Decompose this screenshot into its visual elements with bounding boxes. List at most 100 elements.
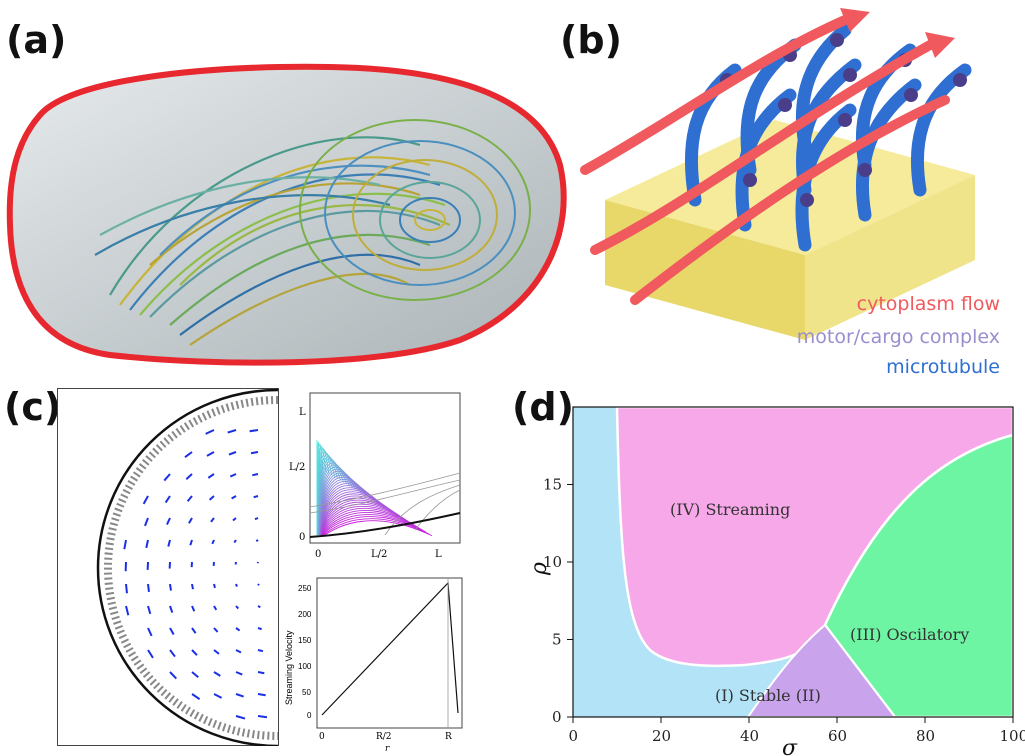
y-axis-label: ρ [527,562,552,576]
inset-top-xtick-0: 0 [315,549,321,560]
inset-bottom-ytick-150: 150 [298,636,312,645]
flow-arrow [213,583,216,589]
flow-arrow [123,539,127,550]
panel-b-schematic [580,8,975,340]
x-tick-label: 0 [569,727,579,745]
flow-arrow [191,605,196,612]
legend-cytoplasm-flow: cytoplasm flow [856,293,1000,315]
flow-arrow [169,649,176,658]
flow-arrow [166,517,171,525]
flow-arrow [125,583,128,594]
flow-arrow [257,693,266,697]
inset-bottom-ylabel: Streaming Velocity [284,630,294,705]
flow-arrow [235,671,243,676]
flow-arrow [147,627,153,637]
inset-top-ytick-L2: L/2 [289,462,305,473]
flow-arrow [253,495,259,499]
filament-line [322,516,427,536]
inset-bottom-ytick-0: 0 [307,711,312,720]
cortex-block-left [605,200,805,340]
x-axis-label: σ [782,736,798,756]
legend-motor-cargo: motor/cargo complex [796,326,1000,348]
flow-arrow [191,583,194,590]
inset-bottom-xtick-R2: R/2 [376,732,392,742]
flow-arrow [213,649,220,655]
flow-arrow [184,451,193,459]
flow-arrow [254,517,259,521]
x-tick-label: 80 [916,727,935,745]
flow-arrow [257,627,262,631]
inset-top-ytick-0: 0 [299,532,305,543]
flow-arrow [191,649,198,656]
flow-arrow [235,627,241,632]
x-tick-label: 20 [652,727,671,745]
flow-arrow [145,539,149,549]
flow-arrow [233,539,237,544]
flow-arrow [147,649,154,659]
flow-arrow [188,517,193,524]
inset-top-xtick-L: L [435,549,442,560]
flow-arrow [229,473,237,478]
panel-c-inset-top: L L/2 0 0 L/2 L [289,392,461,560]
flow-arrow [250,451,259,455]
flow-arrow [213,605,218,611]
flow-arrow [205,429,215,435]
legend-microtubule: microtubule [886,356,1000,378]
region-label-stable: (I) Stable (II) [715,686,821,705]
panel-label-d: (d) [512,385,574,429]
panel-a-cell-figure [6,63,567,366]
flow-arrow [213,627,219,633]
flow-arrow [169,627,175,636]
x-tick-label: 60 [828,727,847,745]
x-tick-label: 40 [740,727,759,745]
flow-arrow [213,693,223,699]
inset-bottom-ytick-200: 200 [298,610,312,619]
flow-arrow [235,605,240,610]
cell-outline [6,63,567,366]
inset-bottom-ytick-100: 100 [298,662,312,671]
flow-arrow [208,495,215,501]
panel-c-flow-field [57,388,279,746]
panel-label-a: (a) [6,18,67,62]
flow-arrow [125,605,130,616]
flow-arrow [163,473,171,482]
flow-arrow [231,495,237,500]
flow-arrow [186,495,193,502]
flow-arrow [191,671,199,678]
flow-arrow [211,539,215,545]
flow-arrow [147,605,152,615]
panel-label-c: (c) [4,385,62,429]
inset-bottom-ytick-50: 50 [302,688,311,697]
flow-arrow [257,605,261,609]
flow-arrow [185,473,193,480]
flow-arrow [189,539,193,546]
inset-bottom-ytick-250: 250 [298,584,312,593]
flow-arrow [147,583,150,593]
flow-arrow [169,671,178,680]
flow-arrow [249,429,259,433]
flow-arrow [252,473,259,477]
flow-arrow [257,715,268,719]
inset-bottom-xtick-0: 0 [319,732,325,742]
y-tick-label: 0 [552,708,562,726]
inset-top-xtick-L2: L/2 [371,549,387,560]
flow-arrow [167,539,171,547]
flow-arrow [191,693,201,701]
flow-arrow [257,649,264,653]
panel-d-phase-diagram: 0 20 40 60 80 100 0 5 10 15 (IV) Streaming (III) … [527,406,1025,756]
flow-arrow [142,495,149,505]
flow-arrow [235,693,244,698]
region-label-streaming: (IV) Streaming [670,500,790,519]
flow-arrow [232,517,237,522]
flow-arrow [227,429,237,434]
flow-arrow [235,715,246,720]
inset-top-ytick-L: L [299,407,306,418]
flow-arrow [235,649,242,654]
flow-arrow [257,583,260,586]
flow-arrow [210,517,215,523]
y-tick-label: 10 [543,553,562,571]
flow-arrow [235,583,238,587]
flow-arrow [257,671,265,675]
flow-arrow [169,605,174,613]
flow-arrow [228,451,237,456]
